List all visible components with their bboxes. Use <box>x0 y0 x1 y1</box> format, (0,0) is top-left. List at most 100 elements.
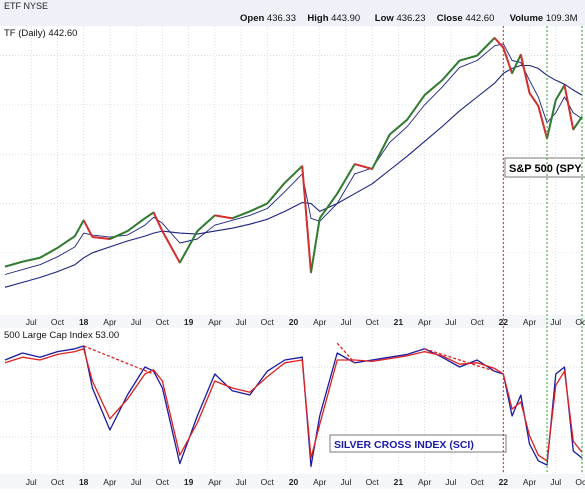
sci-x-tick-label: Jul <box>236 477 247 487</box>
ohlc-label: High <box>307 13 331 24</box>
sci-x-tick-label: Jul <box>550 477 561 487</box>
price-bar-segment <box>92 236 111 241</box>
price-x-tick-label: 19 <box>184 317 194 327</box>
price-bar-segment <box>109 230 128 240</box>
price-series-group <box>4 37 583 288</box>
price-bar-segment <box>249 202 268 213</box>
sci-x-tick-label: Oct <box>366 477 380 487</box>
price-bar-segment <box>39 247 58 259</box>
price-bar-segment <box>56 235 76 249</box>
sci-x-tick-label: 18 <box>79 477 89 487</box>
price-bar-segment <box>266 182 286 205</box>
sci-x-tick-label: Jul <box>131 477 142 487</box>
price-x-tick-label: Apr <box>418 317 431 327</box>
sci-trend-line <box>83 345 154 375</box>
sci-x-tick-label: Oct <box>261 477 275 487</box>
price-bar-segment <box>196 214 216 232</box>
price-bar-segment <box>284 165 303 184</box>
price-x-tick-label: Oct <box>51 317 65 327</box>
price-bar-segment <box>74 219 85 237</box>
price-bar-segment <box>214 214 233 220</box>
sci-x-axis: Jul Oct 18 Apr Jul Oct 19 Apr Jul Oct 20 Apr Jul Oct 2… <box>0 474 585 489</box>
ohlc-item-high: High 443.90 <box>307 13 360 24</box>
spy-label-box: S&P 500 (SPY <box>504 157 585 178</box>
ohlc-item-open: Open 436.33 <box>240 13 296 24</box>
price-bar-segment <box>336 163 356 195</box>
price-bar-segment <box>231 210 251 220</box>
price-bar-segment <box>82 219 94 238</box>
price-x-tick-label: Oct <box>575 317 585 327</box>
price-bar-segment <box>144 211 155 220</box>
sci-x-tick-label: Oct <box>575 477 585 487</box>
sci-grid <box>0 328 585 474</box>
price-bar-segment <box>161 230 181 264</box>
price-bar-segment <box>309 218 321 273</box>
price-x-tick-label: Jul <box>341 317 352 327</box>
price-bar-segment <box>4 260 23 268</box>
sci-x-tick-label: Jul <box>445 477 456 487</box>
price-x-tick-label: Apr <box>313 317 326 327</box>
ohlc-item-close: Close 442.60 <box>437 13 495 24</box>
price-bar-segment <box>528 92 540 107</box>
sci-x-tick-label: Oct <box>156 477 170 487</box>
sci-series-group <box>4 345 583 468</box>
sci-x-axis-bg <box>0 474 585 489</box>
sci-trend-line <box>336 342 356 364</box>
sci-x-tick-label: 21 <box>394 477 404 487</box>
ohlc-item-volume: Volume 109.3M <box>510 13 578 24</box>
price-bar-segment <box>511 54 522 74</box>
price-x-tick-label: Apr <box>208 317 221 327</box>
price-bar-segment <box>406 94 426 121</box>
sci-line-signal <box>4 348 583 462</box>
ohlc-label: Volume <box>510 13 546 24</box>
price-bar-segment <box>554 84 566 101</box>
price-bar-segment <box>441 59 461 81</box>
symbol-text: ETF NYSE <box>4 1 48 11</box>
sci-x-tick-label: 22 <box>499 477 509 487</box>
price-panel-bg <box>0 26 585 315</box>
header-bar: ETF NYSE Open 436.33 High 443.90 Low 436.2… <box>0 0 585 26</box>
price-bar-segment <box>537 105 548 139</box>
price-bar-segment <box>22 256 41 263</box>
price-x-tick-label: Jul <box>26 317 37 327</box>
price-bar-segment <box>389 118 408 136</box>
sci-label: SILVER CROSS INDEX (SCI) <box>334 439 474 451</box>
price-bar-segment <box>126 217 146 232</box>
price-panel-title: TF (Daily) 442.60 <box>4 28 77 39</box>
price-x-tick-label: Oct <box>470 317 484 327</box>
price-bar-segment <box>519 54 531 94</box>
price-bar-segment <box>301 165 312 273</box>
sci-x-tick-label: Jul <box>341 477 352 487</box>
price-bar-segment <box>493 37 505 49</box>
price-x-tick-label: Oct <box>261 317 275 327</box>
sci-x-tick-label: Oct <box>470 477 484 487</box>
ohlc-label: Open <box>240 13 267 24</box>
ohlc-label: Close <box>437 13 466 24</box>
sci-panel: 500 Large Cap Index 53.00 SILVER CROSS I… <box>0 328 585 474</box>
price-x-tick-label: Jul <box>131 317 142 327</box>
price-bar-segment <box>152 211 164 232</box>
ohlc-value: 436.33 <box>267 13 296 24</box>
price-bar-segment <box>318 193 339 219</box>
ohlc-value: 442.60 <box>465 13 494 24</box>
ohlc-value: 443.90 <box>331 13 360 24</box>
sci-label-border <box>329 434 507 453</box>
price-bar-segment <box>354 163 373 170</box>
ohlc-item-low: Low 436.23 <box>375 13 426 24</box>
spy-label: S&P 500 (SPY <box>509 163 582 175</box>
price-x-tick-label: Oct <box>366 317 380 327</box>
price-bar-segment <box>476 37 496 57</box>
sci-x-tick-label: Apr <box>208 477 221 487</box>
ohlc-label: Low <box>375 13 397 24</box>
price-x-tick-label: 20 <box>289 317 299 327</box>
price-bar-segment <box>546 99 557 139</box>
sci-label-box: SILVER CROSS INDEX (SCI) <box>329 434 507 453</box>
sci-x-tick-label: Jul <box>26 477 37 487</box>
sci-x-tick-label: Oct <box>51 477 65 487</box>
sci-x-tick-label: Apr <box>418 477 431 487</box>
price-bar-segment <box>371 134 391 170</box>
price-x-axis-bg <box>0 315 585 328</box>
sci-x-tick-label: Apr <box>103 477 116 487</box>
